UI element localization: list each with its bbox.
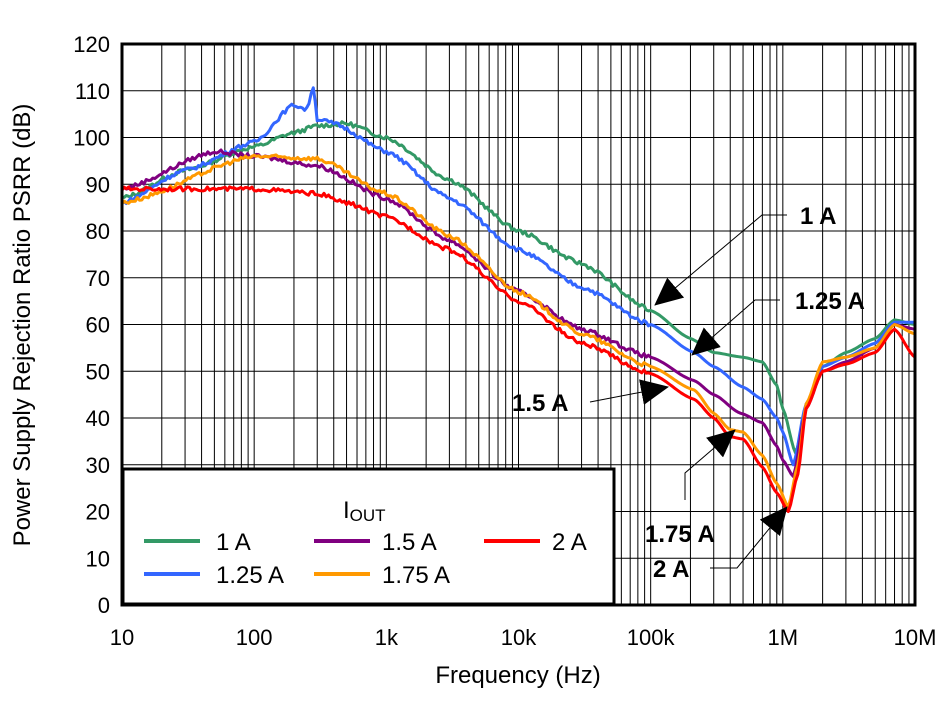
- legend-item: 1.75 A: [314, 562, 450, 589]
- annotation-arrow: [710, 506, 788, 569]
- legend-item: 1.25 A: [144, 562, 284, 589]
- legend-label: 1.25 A: [216, 562, 284, 589]
- annotation-1-5a: 1.5 A: [512, 379, 669, 417]
- annotation-2a: 2 A: [653, 506, 788, 583]
- legend-label: 1.5 A: [382, 529, 437, 556]
- x-tick-label: 10M: [894, 625, 937, 650]
- y-tick-label: 70: [86, 266, 110, 291]
- y-tick-label: 90: [86, 172, 110, 197]
- annotation-arrow: [684, 429, 736, 500]
- annotation-label: 1.75 A: [645, 521, 715, 548]
- y-tick-label: 30: [86, 453, 110, 478]
- legend-label: 1 A: [216, 529, 251, 556]
- y-tick-label: 0: [98, 593, 110, 618]
- y-tick-label: 10: [86, 546, 110, 571]
- series-line-1-75-A: [120, 153, 916, 509]
- annotation-label: 1.25 A: [795, 288, 865, 315]
- legend-title: IOUT: [343, 497, 386, 525]
- legend: IOUT 1 A 1.25 A 1.5 A 1.75 A 2 A: [121, 467, 616, 606]
- y-axis-title: Power Supply Rejection Ratio PSRR (dB): [9, 104, 36, 547]
- annotation-label: 1.5 A: [512, 390, 568, 417]
- annotation-1-25a: 1.25 A: [691, 288, 865, 356]
- x-tick-label: 1k: [375, 625, 399, 650]
- y-tick-label: 60: [86, 313, 110, 338]
- series-line-1-25-A: [121, 86, 915, 467]
- series-line-1-A: [121, 120, 916, 455]
- legend-label: 1.75 A: [382, 562, 450, 589]
- legend-item: 2 A: [484, 529, 587, 556]
- x-tick-label: 100: [236, 625, 273, 650]
- annotation-arrow: [691, 299, 780, 356]
- series-line-2-A: [120, 185, 916, 513]
- annotation-label: 1 A: [800, 203, 836, 230]
- y-tick-label: 50: [86, 359, 110, 384]
- y-tick-label: 120: [73, 32, 110, 57]
- x-axis-title: Frequency (Hz): [435, 662, 600, 689]
- y-tick-labels: 0 10 20 30 40 50 60 70 80 90 100 110 120: [73, 32, 110, 618]
- annotation-arrow: [654, 214, 787, 306]
- y-tick-label: 40: [86, 406, 110, 431]
- y-tick-label: 100: [73, 126, 110, 151]
- legend-box: [121, 467, 616, 606]
- annotation-arrow: [589, 379, 669, 405]
- legend-item: 1 A: [144, 529, 251, 556]
- x-tick-label: 1M: [768, 625, 799, 650]
- annotation-1-75a: 1.75 A: [645, 429, 736, 548]
- series-group: [120, 86, 916, 513]
- y-tick-label: 110: [75, 79, 110, 104]
- legend-label: 2 A: [552, 529, 587, 556]
- annotation-label: 2 A: [653, 556, 689, 583]
- y-tick-label: 80: [86, 219, 110, 244]
- x-tick-label: 10k: [501, 625, 537, 650]
- x-tick-labels: 10 100 1k 10k 100k 1M 10M: [110, 625, 937, 650]
- x-tick-label: 100k: [627, 625, 676, 650]
- annotation-1a: 1 A: [654, 203, 836, 306]
- legend-item: 1.5 A: [314, 529, 437, 556]
- y-tick-label: 20: [86, 500, 110, 525]
- x-tick-label: 10: [110, 625, 134, 650]
